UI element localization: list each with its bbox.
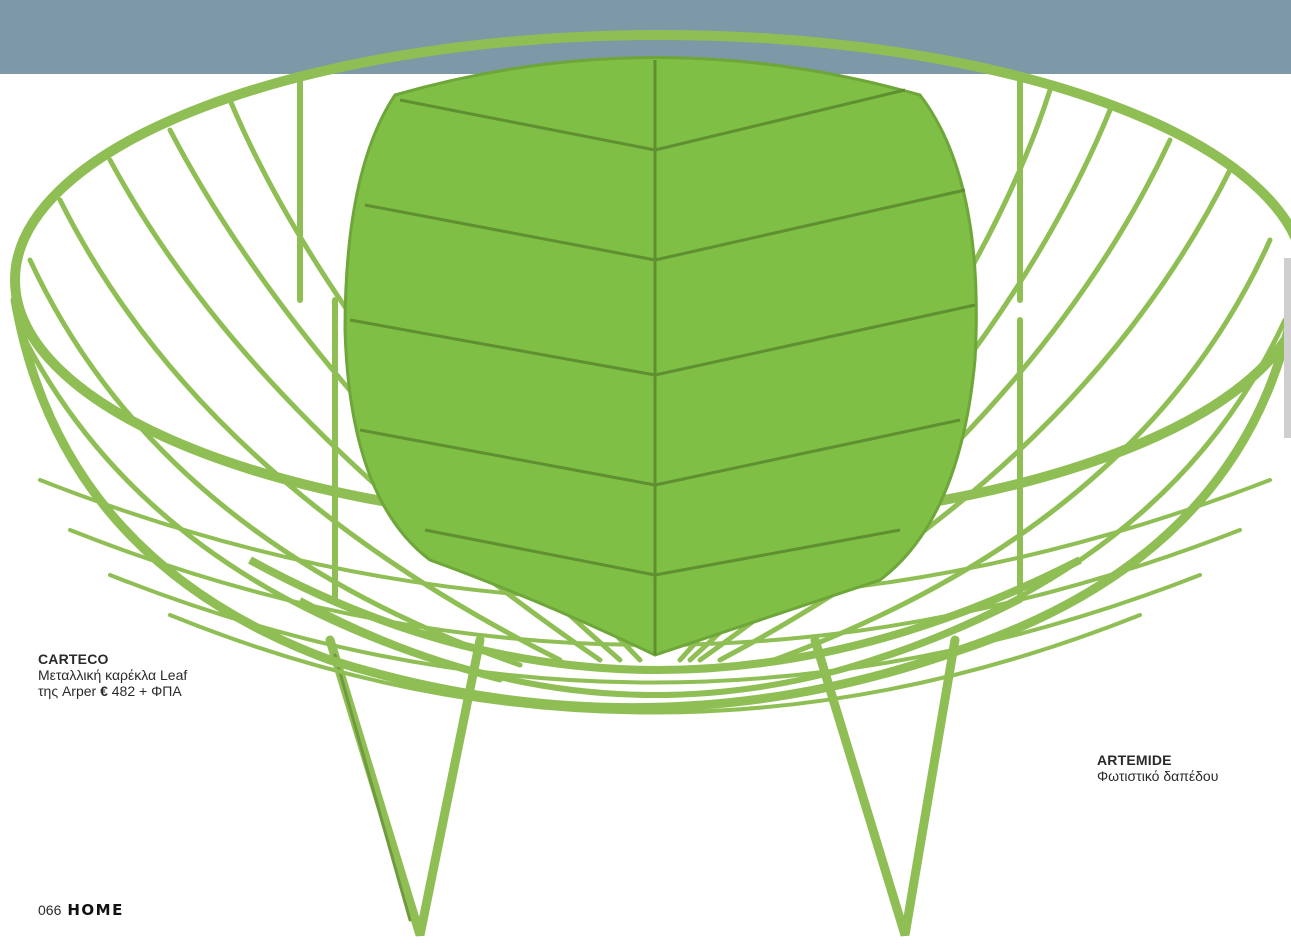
product-price-line: της Arper € 482 + ΦΠΑ bbox=[38, 683, 187, 699]
product-price: 482 + ΦΠΑ bbox=[111, 683, 182, 699]
brand-name: ARTEMIDE bbox=[1097, 752, 1172, 768]
product-maker: της Arper bbox=[38, 683, 97, 699]
page-number: 066 bbox=[38, 902, 62, 918]
euro-symbol: € bbox=[100, 683, 108, 699]
product-description: Μεταλλική καρέκλα Leaf bbox=[38, 667, 188, 683]
brand-name: CARTECO bbox=[38, 651, 109, 667]
product-description: Φωτιστικό δαπέδου bbox=[1097, 768, 1219, 784]
magazine-logo: HOME bbox=[67, 901, 124, 919]
caption-artemide: ARTEMIDE Φωτιστικό δαπέδου bbox=[1097, 752, 1218, 784]
page-footer: 066 HOME bbox=[38, 901, 124, 919]
adjacent-product-edge bbox=[1284, 258, 1291, 438]
caption-carteco: CARTECO Μεταλλική καρέκλα Leaf της Arper… bbox=[38, 651, 187, 699]
